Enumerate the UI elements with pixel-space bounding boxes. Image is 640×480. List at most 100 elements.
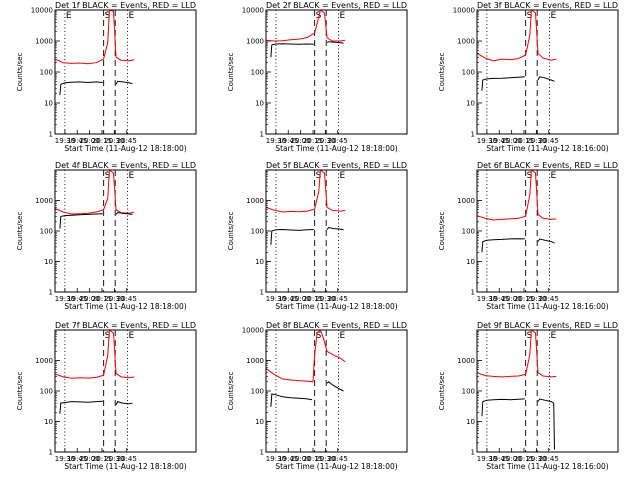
marker-label: E — [129, 331, 135, 341]
chart-5: Det 5f BLACK = Events, RED = LLD Counts/s… — [227, 161, 408, 311]
y-tick-label: 1000 — [246, 38, 264, 46]
x-axis-label: Start Time (11-Aug-12 18:18:00) — [275, 462, 397, 471]
events-series-line — [59, 400, 103, 414]
y-axis-label: Counts/sec — [227, 212, 235, 251]
x-axis-label: Start Time (11-Aug-12 18:18:00) — [275, 302, 397, 311]
y-tick-label: 1 — [471, 449, 475, 457]
marker-label: S — [316, 171, 322, 181]
plot-frame — [54, 9, 197, 135]
marker-label: E — [340, 331, 346, 341]
x-tick-label: 19:30 — [266, 295, 286, 303]
chart-7: Det 7f BLACK = Events, RED = LLD Counts/s… — [16, 321, 197, 471]
y-axis-label: Counts/sec — [438, 53, 446, 92]
x-tick-label: 20:45 — [328, 137, 348, 145]
y-tick-label: 10000 — [242, 327, 264, 335]
x-tick-label: 20:15 — [514, 137, 534, 145]
chart-title: Det 1f BLACK = Events, RED = LLD — [55, 1, 196, 10]
chart-title: Det 8f BLACK = Events, RED = LLD — [266, 321, 407, 330]
events-series-line — [270, 228, 314, 245]
x-tick-label: 20:00 — [291, 295, 311, 303]
lld-series-line — [55, 330, 135, 379]
x-tick-label: 20:15 — [303, 295, 323, 303]
y-tick-label: 10 — [44, 258, 53, 266]
y-tick-label: 100 — [462, 228, 475, 236]
x-tick-label: 19:45 — [489, 137, 509, 145]
marker-label: E — [551, 171, 557, 181]
events-series-line — [481, 76, 525, 91]
x-tick-label: 20:30 — [526, 455, 546, 463]
x-tick-label: 20:00 — [291, 455, 311, 463]
x-tick-label: 20:45 — [117, 295, 137, 303]
plot-frame — [265, 9, 408, 135]
y-tick-label: 1 — [260, 131, 264, 139]
events-series-line — [326, 226, 344, 231]
y-axis-label: Counts/sec — [16, 372, 24, 411]
y-tick-label: 1 — [260, 449, 264, 457]
y-tick-label: 10000 — [242, 7, 264, 15]
plot-frame — [476, 329, 619, 453]
y-tick-label: 100 — [462, 69, 475, 77]
events-series-line — [59, 81, 103, 96]
chart-title: Det 9f BLACK = Events, RED = LLD — [477, 321, 618, 330]
y-tick-label: 10 — [466, 258, 475, 266]
y-tick-label: 1 — [260, 289, 264, 297]
y-tick-label: 100 — [40, 69, 53, 77]
x-tick-label: 20:00 — [291, 137, 311, 145]
x-tick-label: 19:45 — [67, 137, 87, 145]
x-tick-label: 20:30 — [104, 455, 124, 463]
y-tick-label: 10 — [466, 100, 475, 108]
x-axis-label: Start Time (11-Aug-12 18:18:00) — [275, 144, 397, 153]
x-axis-label: Start Time (11-Aug-12 18:18:00) — [64, 462, 186, 471]
marker-label: S — [527, 171, 533, 181]
lld-series-line — [55, 10, 135, 65]
x-tick-label: 20:00 — [502, 455, 522, 463]
y-axis-label: Counts/sec — [438, 372, 446, 411]
lld-series-line — [266, 330, 346, 383]
y-tick-label: 1000 — [246, 357, 264, 365]
events-series-line — [270, 393, 313, 407]
y-tick-label: 100 — [251, 388, 264, 396]
y-axis-label: Counts/sec — [16, 53, 24, 92]
events-series-line — [537, 238, 555, 244]
marker-label: S — [105, 171, 111, 181]
x-tick-label: 19:30 — [266, 137, 286, 145]
x-tick-label: 20:15 — [303, 455, 323, 463]
chart-title: Det 7f BLACK = Events, RED = LLD — [55, 321, 196, 330]
marker-label: E — [340, 171, 346, 181]
marker-label: S — [105, 331, 111, 341]
y-tick-label: 1 — [49, 449, 53, 457]
events-series-line — [481, 238, 525, 253]
chart-6: Det 6f BLACK = Events, RED = LLD Counts/s… — [438, 161, 619, 311]
x-tick-label: 19:45 — [278, 295, 298, 303]
x-tick-label: 20:00 — [502, 137, 522, 145]
y-tick-label: 100 — [40, 388, 53, 396]
plot-frame — [265, 329, 408, 453]
y-tick-label: 1 — [49, 289, 53, 297]
y-tick-label: 10 — [255, 418, 264, 426]
x-tick-label: 20:45 — [328, 295, 348, 303]
marker-label: E — [66, 11, 72, 21]
y-tick-label: 1000 — [457, 357, 475, 365]
y-tick-label: 1 — [471, 289, 475, 297]
chart-title: Det 6f BLACK = Events, RED = LLD — [477, 161, 618, 170]
events-series-line — [537, 76, 555, 82]
lld-series-line — [266, 10, 346, 42]
y-tick-label: 10 — [44, 418, 53, 426]
marker-label: S — [105, 11, 111, 21]
x-tick-label: 20:45 — [117, 137, 137, 145]
chart-9: Det 9f BLACK = Events, RED = LLD Counts/s… — [438, 321, 619, 471]
x-tick-label: 20:45 — [117, 455, 137, 463]
x-axis-label: Start Time (11-Aug-12 18:18:00) — [64, 144, 186, 153]
y-tick-label: 1000 — [457, 197, 475, 205]
marker-label: E — [551, 331, 557, 341]
chart-title: Det 5f BLACK = Events, RED = LLD — [266, 161, 407, 170]
events-series-line — [481, 398, 525, 417]
chart-4: Det 4f BLACK = Events, RED = LLD Counts/s… — [16, 161, 197, 311]
lld-series-line — [477, 330, 557, 378]
events-series-line — [115, 80, 133, 85]
x-tick-label: 19:45 — [67, 295, 87, 303]
lld-series-line — [266, 170, 346, 213]
y-tick-label: 1000 — [457, 38, 475, 46]
x-tick-label: 20:15 — [514, 295, 534, 303]
